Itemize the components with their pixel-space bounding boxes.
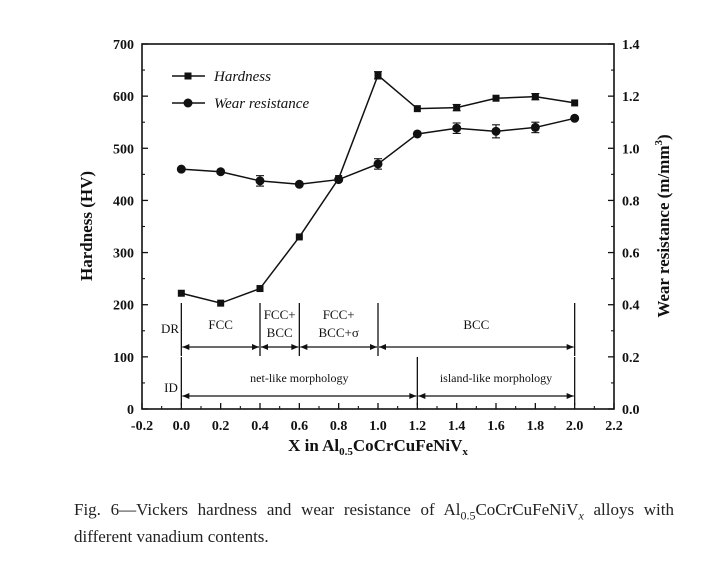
x-axis-label: X in Al0.5CoCrCuFeNiVx	[288, 436, 468, 458]
x-tick-label: 1.0	[369, 419, 387, 434]
y-right-tick-label: 0.2	[622, 351, 640, 366]
phase-annotations: DR FCC FCC+ BCC FCC+ BCC+σ BCC ID net-like morph…	[161, 303, 576, 405]
region-label: net-like morphology	[250, 371, 348, 385]
wear-point	[294, 179, 304, 189]
x-tick-label: 1.6	[487, 419, 505, 434]
wear-point	[216, 167, 226, 177]
series-line-wear	[181, 117, 575, 186]
region-label: FCC	[208, 317, 233, 332]
wear-point	[570, 113, 580, 123]
chart: DR FCC FCC+ BCC FCC+ BCC+σ BCC ID net-like morph…	[77, 38, 673, 458]
y-right-tick-label: 1.2	[622, 90, 640, 105]
wear-point	[412, 129, 422, 139]
region-label: FCC+	[323, 307, 355, 322]
region-label: BCC+σ	[318, 325, 358, 340]
y-left-tick-label: 200	[113, 299, 134, 314]
wear-point	[491, 126, 501, 136]
data-series	[176, 71, 580, 307]
legend-marker-hardness	[184, 72, 192, 80]
arrow-head-left	[379, 344, 386, 350]
arrow-head-right	[566, 393, 574, 399]
wear-point	[530, 122, 540, 132]
legend-label-wear: Wear resistance	[214, 96, 309, 112]
arrow-head-left	[182, 393, 190, 399]
y-right-tick-label: 0.4	[622, 299, 640, 314]
wear-point	[176, 164, 186, 174]
y-right-tick-label: 0.0	[622, 403, 640, 418]
x-tick-label: 0.8	[330, 419, 348, 434]
y-left-axis-label: Hardness (HV)	[77, 171, 96, 281]
legend-marker-wear	[183, 98, 193, 108]
legend: Hardness Wear resistance	[172, 69, 309, 112]
x-tick-label: 2.2	[605, 419, 623, 434]
x-tick-label: 2.0	[566, 419, 584, 434]
y-left-tick-label: 400	[113, 194, 134, 209]
wear-point	[452, 123, 462, 133]
y-left-tick-label: 500	[113, 142, 134, 157]
region-label: FCC+	[264, 307, 296, 322]
region-label: BCC	[267, 325, 293, 340]
y-left-tick-label: 100	[113, 351, 134, 366]
arrow-head-right	[566, 344, 574, 350]
arrow-head-left	[418, 393, 426, 399]
y-left-tick-label: 700	[113, 38, 134, 53]
arrow-head-right	[409, 393, 417, 399]
x-tick-label: 0.6	[291, 419, 309, 434]
y-right-axis-label: Wear resistance (m/mm3)	[653, 134, 673, 317]
hardness-point	[177, 289, 185, 297]
axes: -0.2 0.0 0.2 0.4 0.6 0.8 1.0 1.2 1.4 1.6 1.8 2.0 2.2…	[77, 38, 673, 458]
row-label: ID	[164, 380, 178, 395]
x-tick-label: 0.4	[251, 419, 269, 434]
x-tick-label: 0.0	[173, 419, 191, 434]
region-label: island-like morphology	[440, 371, 552, 385]
hardness-point	[295, 233, 303, 241]
x-tick-label: 1.2	[409, 419, 427, 434]
x-tick-label: 1.8	[527, 419, 545, 434]
hardness-point	[374, 71, 382, 79]
y-right-tick-label: 0.6	[622, 247, 640, 262]
y-right-tick-label: 1.0	[622, 142, 640, 157]
arrow-head-right	[370, 344, 377, 350]
wear-point	[373, 159, 383, 169]
hardness-point	[492, 94, 500, 102]
hardness-point	[453, 104, 461, 112]
wear-point	[255, 176, 265, 186]
arrow-head-left	[261, 344, 268, 350]
y-right-tick-label: 1.4	[622, 38, 640, 53]
hardness-point	[256, 285, 264, 293]
hardness-point	[413, 105, 421, 113]
wear-point	[334, 175, 344, 185]
x-tick-label: -0.2	[131, 419, 153, 434]
hardness-point	[531, 93, 539, 101]
hardness-point	[571, 99, 579, 107]
x-tick-label: 0.2	[212, 419, 230, 434]
region-label: BCC	[463, 317, 489, 332]
figure-caption: Fig. 6—Vickers hardness and wear resista…	[74, 500, 674, 547]
legend-label-hardness: Hardness	[213, 69, 271, 85]
hardness-point	[217, 299, 225, 307]
y-left-tick-label: 0	[127, 403, 134, 418]
y-right-tick-label: 0.8	[622, 194, 640, 209]
arrow-head-left	[300, 344, 308, 350]
arrow-head-right	[252, 344, 259, 350]
arrow-head-right	[291, 344, 299, 350]
arrow-head-left	[182, 344, 190, 350]
x-tick-label: 1.4	[448, 419, 466, 434]
row-label: DR	[161, 321, 179, 336]
y-left-tick-label: 600	[113, 90, 134, 105]
y-left-tick-label: 300	[113, 247, 134, 262]
